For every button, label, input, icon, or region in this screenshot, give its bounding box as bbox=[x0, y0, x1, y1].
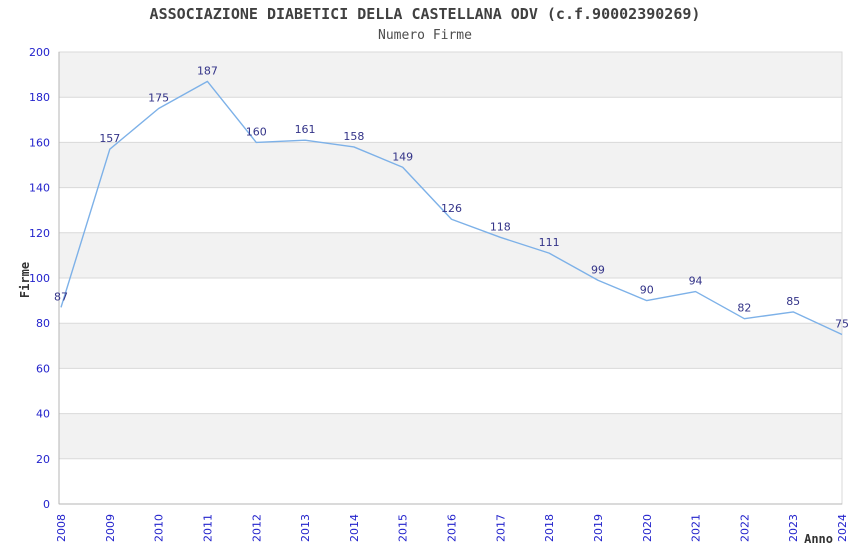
x-tick-label: 2018 bbox=[543, 514, 556, 542]
y-tick-label: 40 bbox=[36, 408, 50, 421]
data-label: 126 bbox=[441, 202, 462, 215]
plot-band-white bbox=[59, 278, 842, 324]
plot-band-gray bbox=[59, 413, 842, 459]
plot-band-white bbox=[59, 97, 842, 143]
plot-band-white bbox=[59, 368, 842, 414]
data-label: 157 bbox=[99, 132, 120, 145]
y-tick-label: 100 bbox=[29, 272, 50, 285]
y-tick-label: 160 bbox=[29, 136, 50, 149]
x-tick-label: 2011 bbox=[201, 514, 214, 542]
data-label: 85 bbox=[786, 295, 800, 308]
data-label: 160 bbox=[246, 125, 267, 138]
plot-band-gray bbox=[59, 232, 842, 278]
x-tick-label: 2013 bbox=[299, 514, 312, 542]
data-label: 94 bbox=[689, 275, 703, 288]
x-tick-label: 2023 bbox=[787, 514, 800, 542]
data-label: 118 bbox=[490, 220, 511, 233]
data-label: 90 bbox=[640, 284, 654, 297]
plot-band-gray bbox=[59, 52, 842, 98]
signatures-line bbox=[60, 80, 843, 336]
data-label: 161 bbox=[295, 123, 316, 136]
plot-band-white bbox=[59, 187, 842, 233]
x-tick-label: 2014 bbox=[348, 514, 361, 542]
x-tick-label: 2012 bbox=[250, 514, 263, 542]
plot-band-gray bbox=[59, 323, 842, 369]
data-label: 158 bbox=[343, 130, 364, 143]
x-tick-label: 2021 bbox=[690, 514, 703, 542]
y-tick-label: 0 bbox=[43, 498, 50, 511]
data-label: 82 bbox=[737, 302, 751, 315]
y-tick-label: 60 bbox=[36, 362, 50, 375]
chart-title: ASSOCIAZIONE DIABETICI DELLA CASTELLANA … bbox=[149, 5, 701, 23]
data-label: 99 bbox=[591, 263, 605, 276]
data-label: 149 bbox=[392, 150, 413, 163]
x-tick-label: 2015 bbox=[397, 514, 410, 542]
x-tick-label: 2019 bbox=[592, 514, 605, 542]
x-tick-label: 2009 bbox=[104, 514, 117, 542]
y-tick-label: 80 bbox=[36, 317, 50, 330]
data-label: 187 bbox=[197, 64, 218, 77]
x-axis-title: Anno bbox=[804, 532, 833, 546]
x-tick-label: 2017 bbox=[494, 514, 507, 542]
y-tick-label: 20 bbox=[36, 453, 50, 466]
y-axis-title: Firme bbox=[18, 262, 32, 298]
plot-band-white bbox=[59, 458, 842, 504]
plot-band-gray bbox=[59, 142, 842, 188]
y-tick-label: 140 bbox=[29, 182, 50, 195]
x-tick-label: 2024 bbox=[836, 514, 849, 542]
x-tick-label: 2022 bbox=[738, 514, 751, 542]
y-tick-label: 120 bbox=[29, 227, 50, 240]
data-label: 175 bbox=[148, 92, 169, 105]
x-tick-label: 2016 bbox=[446, 514, 459, 542]
y-tick-label: 180 bbox=[29, 91, 50, 104]
data-label: 87 bbox=[54, 290, 68, 303]
data-label: 111 bbox=[539, 236, 560, 249]
x-tick-label: 2008 bbox=[55, 514, 68, 542]
x-tick-label: 2020 bbox=[641, 514, 654, 542]
x-tick-label: 2010 bbox=[153, 514, 166, 542]
chart-subtitle: Numero Firme bbox=[378, 28, 472, 43]
data-label: 75 bbox=[835, 318, 849, 331]
y-tick-label: 200 bbox=[29, 46, 50, 59]
